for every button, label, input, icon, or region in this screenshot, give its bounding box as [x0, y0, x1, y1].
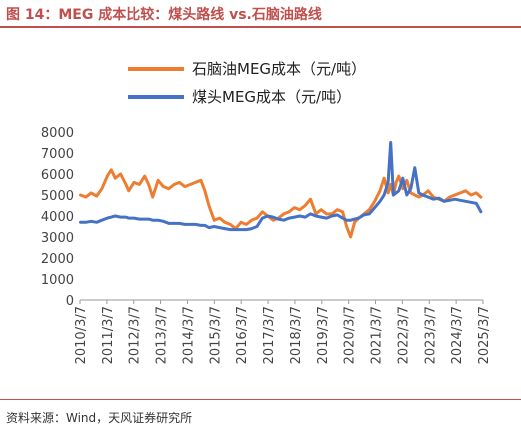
source-divider [0, 399, 521, 400]
chart-series [79, 141, 483, 239]
y-tick-label: 1000 [41, 273, 74, 288]
x-tick-label: 2022/3/7 [396, 306, 411, 364]
x-tick-label: 2012/3/7 [128, 306, 143, 364]
y-tick-label: 4000 [41, 210, 74, 225]
source-note: 资料来源：Wind，天风证券研究所 [6, 411, 193, 425]
x-tick-label: 2015/3/7 [208, 306, 223, 364]
x-tick-label: 2016/3/7 [235, 306, 250, 364]
chart-axes: 0 1000 2000 3000 4000 5000 6000 7000 8000 2010/3/… [41, 126, 492, 364]
x-tick-label: 2019/3/7 [316, 306, 331, 364]
y-tick-label: 3000 [41, 231, 74, 246]
y-tick-label: 8000 [41, 126, 74, 141]
x-tick-label: 2021/3/7 [370, 306, 385, 364]
legend-label-coal: 煤头MEG成本（元/吨） [192, 88, 352, 106]
x-tick-label: 2010/3/7 [74, 306, 89, 364]
legend-swatch-coal [128, 94, 184, 99]
y-tick-label: 5000 [41, 189, 74, 204]
legend-item-coal: 煤头MEG成本（元/吨） [128, 86, 351, 107]
title-divider [0, 26, 521, 28]
series-line-naphtha [79, 168, 483, 239]
x-tick-label: 2023/3/7 [423, 306, 438, 364]
y-tick-label: 0 [66, 294, 74, 309]
figure-header: 图 14：MEG 成本比较：煤头路线 vs.石脑油路线 [0, 0, 521, 28]
x-tick-label: 2025/3/7 [477, 306, 492, 364]
x-tick-label: 2024/3/7 [450, 306, 465, 364]
legend-label-naphtha: 石脑油MEG成本（元/吨） [192, 60, 367, 78]
x-tick-label: 2011/3/7 [101, 306, 116, 364]
x-tick-label: 2017/3/7 [262, 306, 277, 364]
y-tick-label: 6000 [41, 168, 74, 183]
x-tick-label: 2020/3/7 [343, 306, 358, 364]
x-tick-label: 2018/3/7 [289, 306, 304, 364]
x-tick-label: 2014/3/7 [181, 306, 196, 364]
y-tick-label: 2000 [41, 252, 74, 267]
y-tick-label: 7000 [41, 147, 74, 162]
x-tick-label: 2013/3/7 [155, 306, 170, 364]
figure-title: 图 14：MEG 成本比较：煤头路线 vs.石脑油路线 [6, 7, 322, 23]
series-line-coal [79, 141, 483, 232]
legend-swatch-naphtha [128, 66, 184, 71]
legend-item-naphtha: 石脑油MEG成本（元/吨） [128, 58, 366, 79]
